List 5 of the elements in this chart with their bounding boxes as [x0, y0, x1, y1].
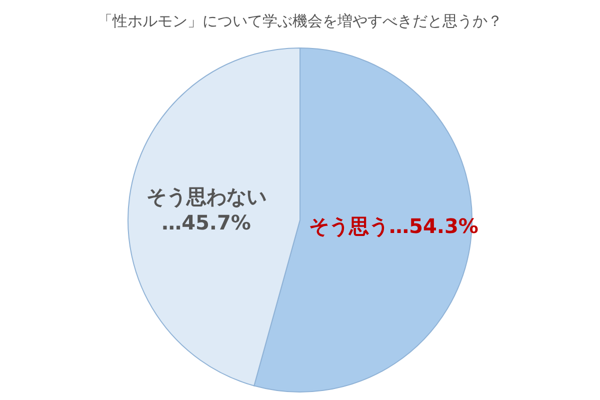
slice-label: そう思う — [309, 214, 390, 238]
data-label: …54.3% — [389, 214, 478, 238]
data-label: …45.7% — [162, 210, 251, 234]
slice-label: そう思わない — [146, 184, 266, 208]
chart-title: 「性ホルモン」について学ぶ機会を増やすべきだと思うか？ — [98, 12, 502, 30]
